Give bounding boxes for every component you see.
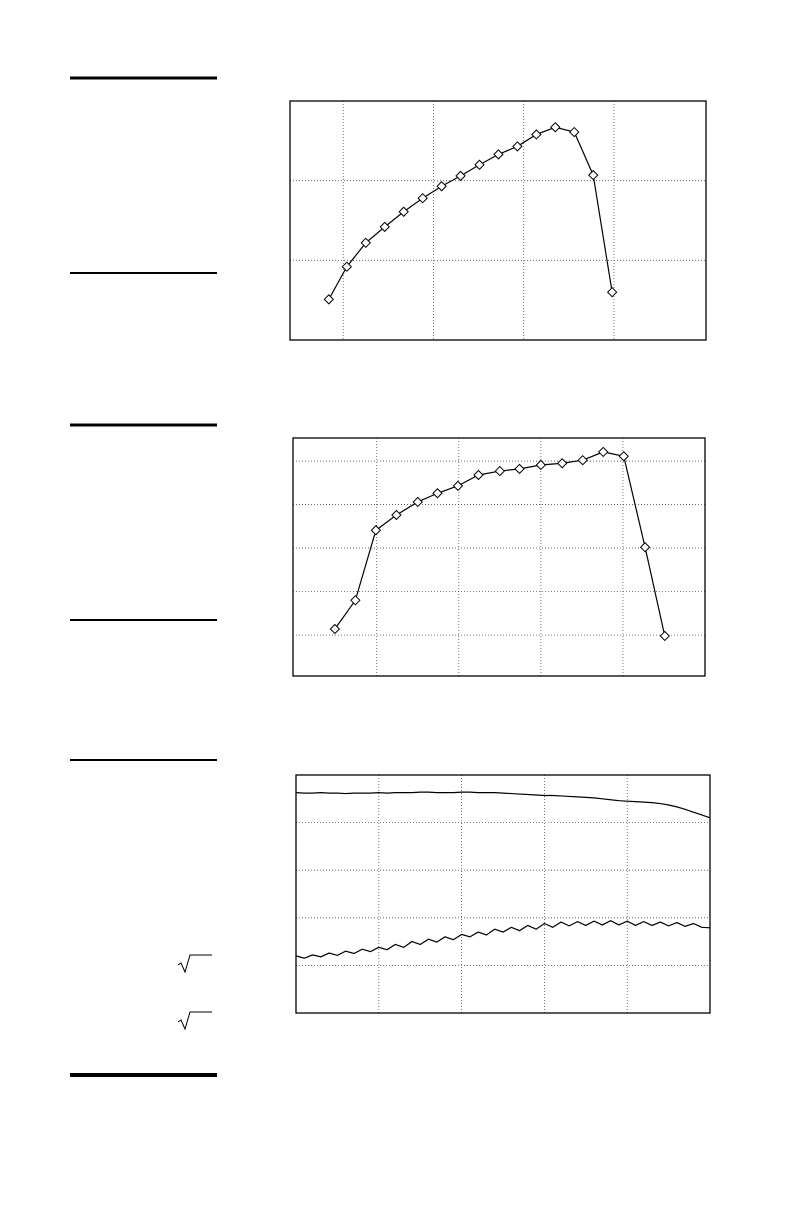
data-line (295, 791, 711, 819)
data-point (514, 463, 525, 475)
data-point (606, 286, 618, 298)
data-point (341, 261, 353, 272)
data-point (398, 206, 409, 217)
data-point (639, 542, 651, 553)
data-point (391, 509, 402, 521)
data-point (493, 149, 504, 160)
data-point (370, 525, 382, 536)
data-point (535, 459, 547, 471)
data-point (618, 451, 629, 462)
data-line (295, 919, 711, 959)
data-point (329, 623, 341, 635)
data-point (587, 169, 599, 181)
data-point (531, 129, 542, 140)
data-point (379, 221, 390, 233)
data-line (328, 126, 613, 300)
rules (70, 76, 217, 1077)
data-point (412, 496, 423, 508)
data-point (473, 469, 484, 481)
data-point (432, 488, 443, 499)
sqrt-symbol (177, 1011, 212, 1031)
data-point (512, 141, 523, 152)
sqrt-symbol (177, 954, 212, 974)
data-point (569, 126, 580, 138)
data-point (323, 294, 335, 305)
plot-frame (292, 437, 706, 677)
data-point (556, 458, 568, 469)
chart (289, 100, 707, 341)
data-point (577, 454, 588, 466)
data-point (455, 170, 466, 182)
chart (292, 437, 706, 677)
chart (295, 774, 711, 1014)
data-point (436, 181, 447, 192)
data-point (452, 480, 464, 492)
data-point (360, 237, 372, 249)
data-point (659, 630, 670, 642)
data-point (350, 595, 361, 606)
plot-frame (295, 774, 711, 1014)
data-point (494, 465, 506, 477)
data-point (417, 192, 428, 204)
data-point (598, 446, 609, 458)
data-line (334, 451, 666, 637)
data-point (550, 122, 561, 133)
data-point (474, 159, 485, 170)
plot-frame (289, 100, 707, 341)
